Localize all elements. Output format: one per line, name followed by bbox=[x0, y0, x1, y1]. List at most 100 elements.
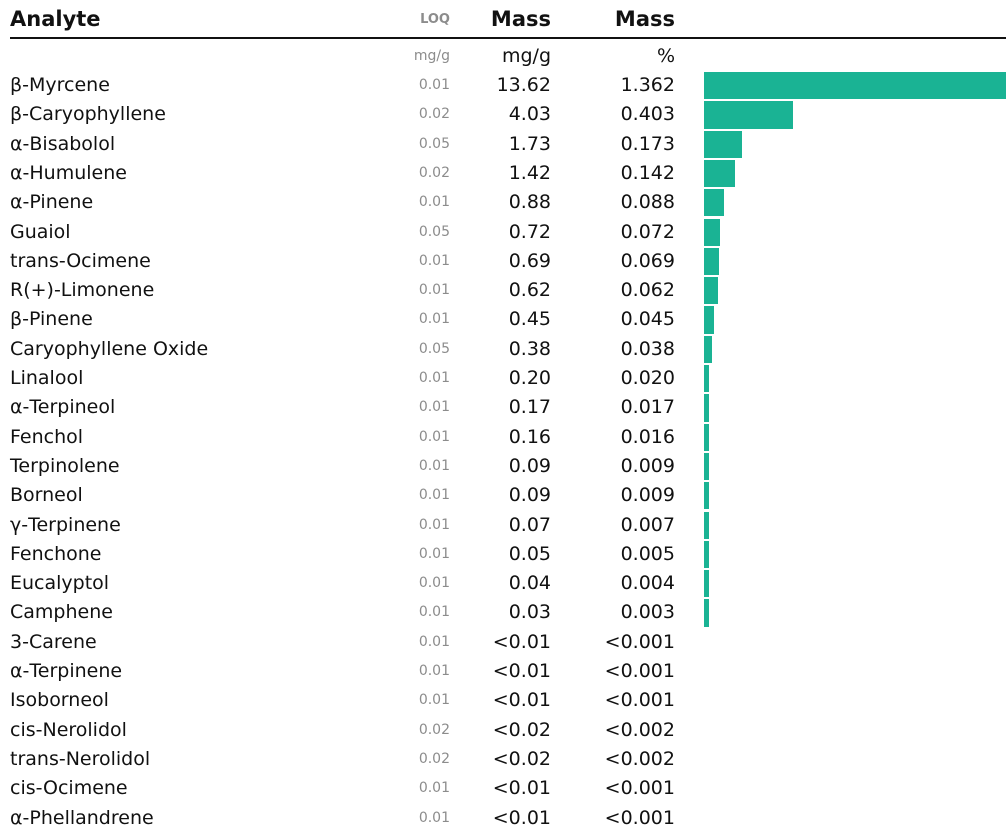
analyte-name: Isoborneol bbox=[10, 689, 109, 712]
mass-value: 0.62 bbox=[508, 279, 551, 302]
mass-percent-value: 0.173 bbox=[620, 132, 675, 155]
mass-value: 1.73 bbox=[508, 132, 551, 155]
analyte-name: trans-Ocimene bbox=[10, 249, 151, 272]
table-row: cis-Nerolidol 0.02 <0.02 <0.002 bbox=[0, 716, 1006, 745]
analyte-name: α-Terpineol bbox=[10, 396, 116, 419]
table-row: Borneol 0.01 0.09 0.009 bbox=[0, 481, 1006, 510]
bar-2 bbox=[704, 130, 743, 158]
mass-value: 0.38 bbox=[508, 337, 551, 360]
mass-value: 0.05 bbox=[508, 542, 551, 565]
table-row: α-Terpinene 0.01 <0.01 <0.001 bbox=[0, 657, 1006, 686]
mass-value: <0.01 bbox=[492, 660, 551, 682]
mass-percent-value: <0.001 bbox=[604, 806, 675, 829]
mass-percent-value: 0.020 bbox=[620, 367, 675, 389]
mass-percent-value: 0.016 bbox=[620, 425, 675, 448]
mass-percent-value: <0.002 bbox=[604, 747, 675, 770]
table-row: β-Myrcene 0.01 13.62 1.362 bbox=[0, 71, 1006, 100]
loq-value: 0.01 bbox=[418, 428, 450, 445]
loq-value: 0.01 bbox=[418, 604, 450, 621]
loq-value: 0.01 bbox=[418, 575, 450, 592]
loq-value: 0.01 bbox=[418, 194, 450, 211]
mass-percent-value: 0.003 bbox=[620, 601, 675, 624]
loq-value: 0.01 bbox=[418, 282, 450, 299]
mass-value: 0.69 bbox=[508, 249, 551, 272]
mass-value: 0.16 bbox=[508, 425, 551, 448]
loq-value: 0.02 bbox=[418, 106, 450, 123]
mass-percent-value: <0.001 bbox=[604, 630, 675, 653]
analyte-name: Eucalyptol bbox=[10, 572, 110, 595]
loq-value: 0.01 bbox=[418, 252, 450, 269]
analyte-column-header: Analyte bbox=[10, 7, 101, 31]
mass-percent-value: 0.072 bbox=[620, 220, 675, 243]
analyte-name: cis-Nerolidol bbox=[10, 718, 127, 741]
analyte-name: Linalool bbox=[10, 367, 84, 389]
bar-8 bbox=[704, 306, 714, 334]
mass-percent-value: 0.009 bbox=[620, 454, 675, 477]
mass-value: 13.62 bbox=[496, 74, 551, 96]
analyte-name: Terpinolene bbox=[10, 454, 120, 477]
bar-1 bbox=[704, 101, 794, 129]
analyte-name: Fenchol bbox=[10, 425, 84, 448]
mass-percent-value: <0.001 bbox=[604, 777, 675, 800]
mass-value: 0.04 bbox=[508, 572, 551, 595]
bar-3 bbox=[704, 159, 736, 188]
table-row: α-Humulene 0.02 1.42 0.142 bbox=[0, 159, 1006, 188]
bar-10 bbox=[704, 365, 709, 393]
analyte-name: α-Bisabolol bbox=[10, 132, 116, 155]
table-row: Terpinolene 0.01 0.09 0.009 bbox=[0, 452, 1006, 481]
mass-percent-column-header: Mass bbox=[614, 7, 675, 31]
loq-column-header: LOQ bbox=[420, 12, 450, 27]
mass-value: 0.17 bbox=[508, 396, 551, 419]
table-row: cis-Ocimene 0.01 <0.01 <0.001 bbox=[0, 774, 1006, 803]
loq-value: 0.01 bbox=[418, 545, 450, 562]
analyte-name: α-Pinene bbox=[10, 191, 94, 214]
bar-4 bbox=[704, 189, 724, 217]
bar-11 bbox=[704, 394, 709, 422]
analyte-name: 3-Carene bbox=[10, 630, 97, 653]
mass-value: 0.20 bbox=[508, 367, 551, 389]
table-row: Fenchol 0.01 0.16 0.016 bbox=[0, 423, 1006, 452]
table-row: Camphene 0.01 0.03 0.003 bbox=[0, 598, 1006, 627]
table-row: Fenchone 0.01 0.05 0.005 bbox=[0, 540, 1006, 569]
table-row: Isoborneol 0.01 <0.01 <0.001 bbox=[0, 686, 1006, 715]
loq-value: 0.01 bbox=[418, 663, 450, 679]
loq-value: 0.02 bbox=[418, 750, 450, 767]
analyte-name: β-Pinene bbox=[10, 308, 93, 331]
mass-value: <0.02 bbox=[492, 747, 551, 770]
bar-9 bbox=[704, 335, 713, 363]
loq-value: 0.01 bbox=[418, 77, 450, 93]
analyte-name: Camphene bbox=[10, 601, 113, 624]
bar-6 bbox=[704, 247, 720, 276]
table-row: β-Pinene 0.01 0.45 0.045 bbox=[0, 305, 1006, 334]
table-row: α-Phellandrene 0.01 <0.01 <0.001 bbox=[0, 804, 1006, 833]
mass-percent-value: <0.001 bbox=[604, 660, 675, 682]
analyte-name: Fenchone bbox=[10, 542, 102, 565]
bar-16 bbox=[704, 540, 709, 569]
mass-percent-value: 0.062 bbox=[620, 279, 675, 302]
bar-5 bbox=[704, 218, 720, 246]
mass-percent-value: 0.045 bbox=[620, 308, 675, 331]
table-row: Linalool 0.01 0.20 0.020 bbox=[0, 364, 1006, 393]
loq-value: 0.01 bbox=[418, 809, 450, 826]
table-row: trans-Nerolidol 0.02 <0.02 <0.002 bbox=[0, 745, 1006, 774]
bar-18 bbox=[704, 599, 709, 627]
analyte-name: γ-Terpinene bbox=[10, 513, 121, 536]
mass-value: <0.02 bbox=[492, 718, 551, 741]
table-row: Eucalyptol 0.01 0.04 0.004 bbox=[0, 569, 1006, 598]
mass-percent-value: 1.362 bbox=[620, 74, 675, 96]
loq-value: 0.05 bbox=[418, 340, 450, 357]
mass-value: 0.45 bbox=[508, 308, 551, 331]
bar-12 bbox=[704, 423, 709, 451]
mass-percent-value: 0.069 bbox=[620, 249, 675, 272]
loq-value: 0.01 bbox=[418, 370, 450, 386]
bar-14 bbox=[704, 482, 709, 510]
mass-percent-value: <0.001 bbox=[604, 689, 675, 712]
bar-13 bbox=[704, 452, 709, 481]
analyte-name: trans-Nerolidol bbox=[10, 747, 151, 770]
table-row: R(+)-Limonene 0.01 0.62 0.062 bbox=[0, 276, 1006, 305]
mass-unit-label: mg/g bbox=[501, 45, 551, 67]
table-row: trans-Ocimene 0.01 0.69 0.069 bbox=[0, 247, 1006, 276]
table-row: α-Bisabolol 0.05 1.73 0.173 bbox=[0, 130, 1006, 159]
header-rule bbox=[10, 37, 1006, 39]
table-row: α-Pinene 0.01 0.88 0.088 bbox=[0, 188, 1006, 217]
